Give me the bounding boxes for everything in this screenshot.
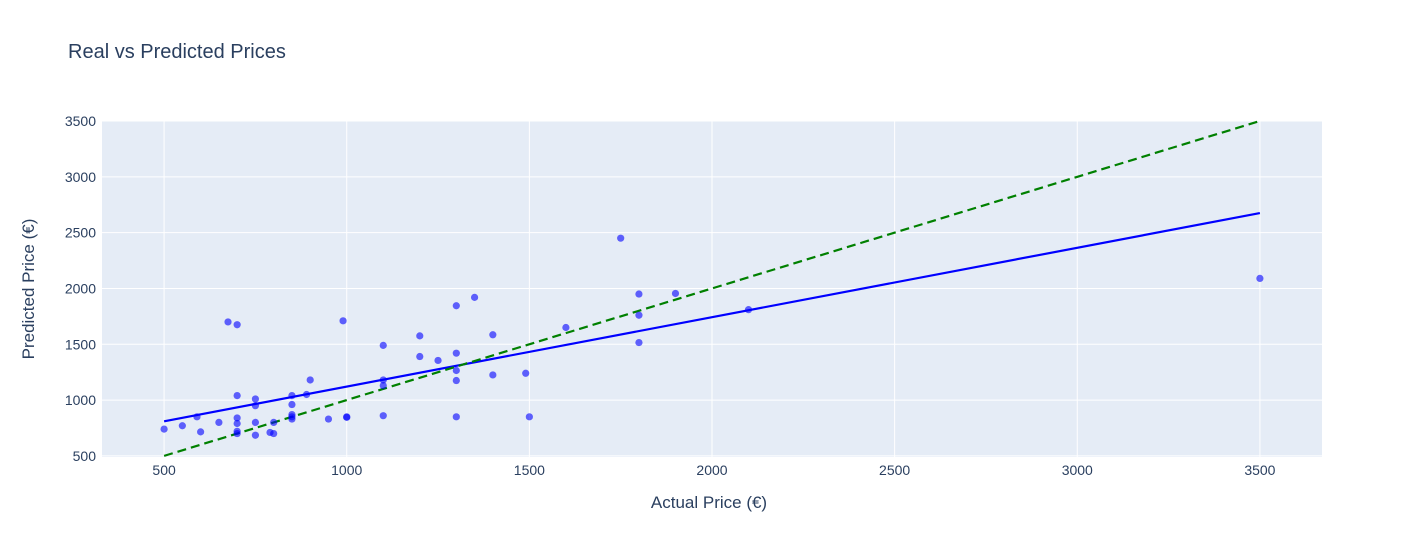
data-point[interactable] [416, 332, 424, 340]
grid-lines [102, 120, 1322, 457]
point-layer [160, 234, 1264, 439]
data-point[interactable] [744, 306, 753, 314]
x-tick-label: 1500 [514, 462, 545, 478]
data-point[interactable] [251, 402, 260, 410]
data-point[interactable] [452, 413, 460, 421]
data-point[interactable] [233, 392, 241, 400]
data-point[interactable] [288, 392, 296, 400]
fit-line [163, 212, 1261, 423]
identity-line [163, 119, 1261, 457]
data-point[interactable] [178, 422, 186, 430]
data-point[interactable] [489, 371, 497, 379]
y-tick-label: 1500 [65, 336, 96, 352]
y-tick-label: 3000 [65, 169, 96, 185]
x-tick-label: 3000 [1062, 462, 1093, 478]
data-point[interactable] [379, 341, 387, 349]
data-point[interactable] [160, 425, 168, 433]
data-point[interactable] [489, 331, 497, 339]
x-axis-title: Actual Price (€) [651, 493, 767, 512]
data-point[interactable] [522, 369, 530, 377]
y-axis-title: Predicted Price (€) [19, 219, 38, 360]
data-point[interactable] [224, 318, 232, 326]
data-point[interactable] [434, 356, 442, 365]
data-point[interactable] [452, 302, 460, 310]
x-tick-label: 2000 [696, 462, 727, 478]
data-point[interactable] [635, 290, 643, 298]
axis-ticks: 500 1000 1500 2000 2500 3000 3500 500 1000 1500 20… [65, 113, 1276, 478]
data-point[interactable] [215, 418, 223, 426]
data-point[interactable] [343, 413, 351, 421]
data-point[interactable] [671, 289, 680, 298]
data-point[interactable] [379, 412, 387, 420]
data-point[interactable] [251, 431, 260, 439]
data-point[interactable] [324, 415, 333, 423]
data-point[interactable] [416, 352, 424, 361]
x-tick-label: 500 [152, 462, 176, 478]
chart-title: Real vs Predicted Prices [68, 41, 286, 63]
data-point[interactable] [379, 381, 387, 390]
data-point[interactable] [306, 376, 314, 384]
data-point[interactable] [288, 415, 296, 423]
data-point[interactable] [452, 349, 460, 357]
data-point[interactable] [302, 390, 311, 399]
data-point[interactable] [233, 429, 241, 438]
data-point[interactable] [452, 376, 460, 385]
data-point[interactable] [288, 400, 296, 409]
data-point[interactable] [452, 366, 460, 375]
data-point[interactable] [379, 376, 387, 384]
data-point[interactable] [270, 429, 278, 438]
y-tick-label: 2000 [65, 280, 96, 296]
x-tick-label: 3500 [1244, 462, 1275, 478]
data-point[interactable] [270, 418, 278, 426]
y-tick-label: 500 [73, 448, 97, 464]
line-layer [163, 119, 1261, 457]
data-point[interactable] [251, 395, 260, 403]
data-point[interactable] [193, 413, 201, 421]
data-point[interactable] [525, 413, 533, 421]
data-point[interactable] [339, 317, 347, 325]
data-point[interactable] [635, 338, 643, 347]
x-tick-label: 1000 [331, 462, 362, 478]
data-point[interactable] [197, 428, 205, 436]
data-point[interactable] [233, 419, 241, 428]
data-point[interactable] [1256, 274, 1264, 282]
data-point[interactable] [251, 418, 260, 426]
data-point[interactable] [635, 311, 643, 319]
y-tick-label: 2500 [65, 225, 96, 241]
data-point[interactable] [233, 414, 241, 422]
x-tick-label: 2500 [879, 462, 910, 478]
y-tick-label: 3500 [65, 113, 96, 129]
y-tick-label: 1000 [65, 392, 96, 408]
data-point[interactable] [470, 293, 479, 301]
data-point[interactable] [562, 323, 570, 332]
data-point[interactable] [233, 321, 241, 329]
data-point[interactable] [617, 234, 625, 242]
